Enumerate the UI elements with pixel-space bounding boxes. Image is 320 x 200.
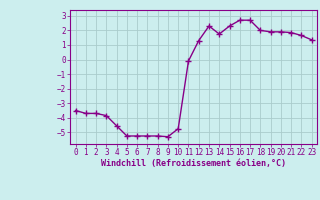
X-axis label: Windchill (Refroidissement éolien,°C): Windchill (Refroidissement éolien,°C) bbox=[101, 159, 286, 168]
